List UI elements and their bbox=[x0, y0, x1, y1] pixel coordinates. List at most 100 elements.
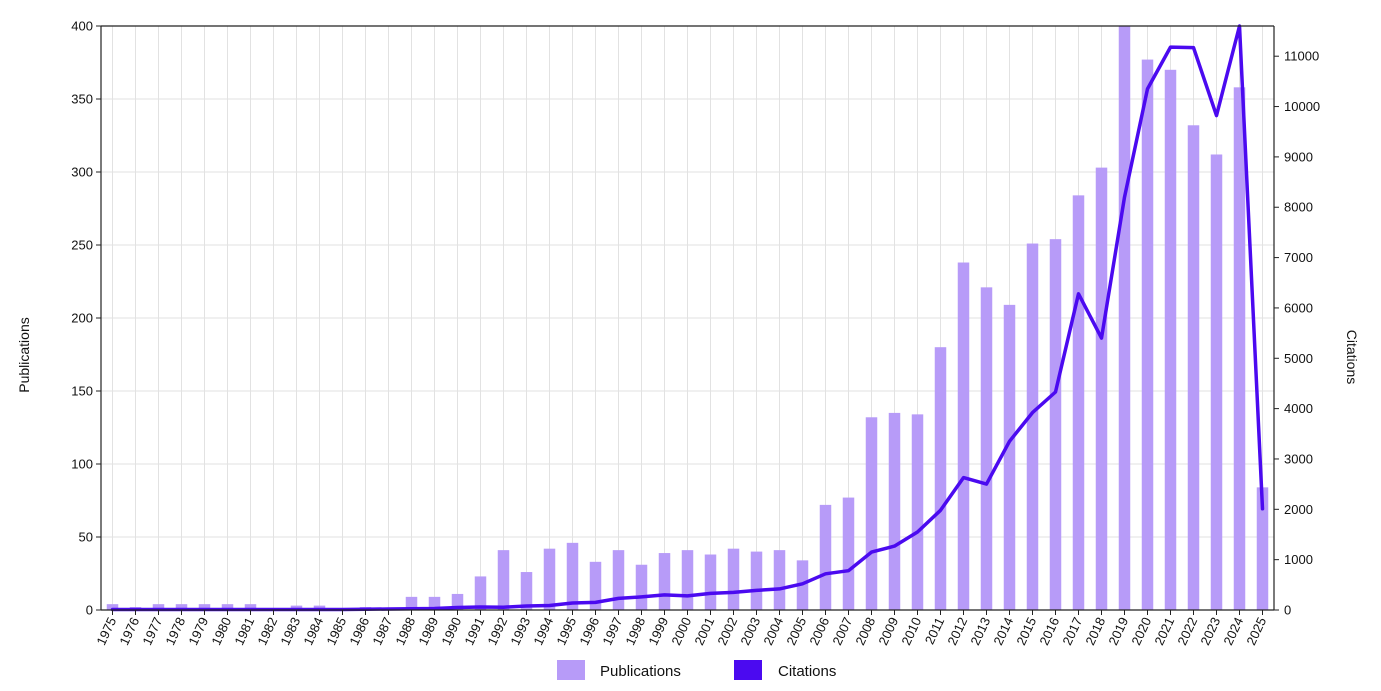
bar-1997 bbox=[612, 550, 625, 610]
x-tick-label: 1987 bbox=[369, 615, 395, 648]
y2-tick-label: 9000 bbox=[1284, 149, 1313, 164]
x-tick-label: 1986 bbox=[346, 615, 372, 648]
legend-citations-label: Citations bbox=[778, 663, 836, 680]
y2-tick-label: 3000 bbox=[1284, 451, 1313, 466]
x-tick-label: 1992 bbox=[484, 615, 510, 648]
y-tick-label: 350 bbox=[71, 92, 93, 107]
y2-tick-label: 5000 bbox=[1284, 351, 1313, 366]
bar-2017 bbox=[1072, 195, 1085, 611]
x-tick-label: 1996 bbox=[576, 615, 602, 648]
x-tick-label: 2024 bbox=[1220, 615, 1246, 648]
bar-1995 bbox=[566, 542, 579, 610]
bar-1978 bbox=[175, 604, 188, 610]
x-tick-label: 1984 bbox=[300, 615, 326, 648]
x-tick-label: 1993 bbox=[507, 615, 533, 648]
bar-2020 bbox=[1141, 59, 1154, 610]
x-tick-label: 1998 bbox=[622, 615, 648, 648]
left-axis-ticks: 0 50 100 150 200 250 300 350 400 bbox=[71, 19, 101, 618]
x-tick-label: 2007 bbox=[829, 615, 855, 648]
y-tick-label: 100 bbox=[71, 457, 93, 472]
x-tick-label: 1997 bbox=[599, 615, 625, 648]
bar-2004 bbox=[773, 550, 786, 610]
x-tick-label: 2003 bbox=[737, 615, 763, 648]
x-tick-label: 1994 bbox=[530, 615, 556, 648]
x-tick-label: 1988 bbox=[392, 615, 418, 648]
x-tick-label: 2021 bbox=[1151, 615, 1177, 648]
bar-2006 bbox=[819, 504, 832, 610]
x-tick-label: 1991 bbox=[461, 615, 487, 648]
bar-2019 bbox=[1118, 26, 1131, 610]
bar-1999 bbox=[658, 553, 671, 610]
bar-1994 bbox=[543, 548, 556, 610]
bar-1975 bbox=[106, 604, 119, 610]
y-tick-label: 300 bbox=[71, 165, 93, 180]
bar-2002 bbox=[727, 548, 740, 610]
bar-1979 bbox=[198, 604, 211, 610]
legend-citations-swatch bbox=[734, 660, 762, 680]
x-tick-label: 2025 bbox=[1243, 615, 1269, 648]
x-tick-label: 2010 bbox=[898, 615, 924, 648]
x-tick-label: 2006 bbox=[806, 615, 832, 648]
bar-2013 bbox=[980, 287, 993, 610]
bar-1977 bbox=[152, 604, 165, 610]
y-tick-label: 400 bbox=[71, 19, 93, 34]
x-tick-label: 2020 bbox=[1128, 615, 1154, 648]
bar-2001 bbox=[704, 554, 717, 610]
y2-tick-label: 0 bbox=[1284, 603, 1291, 618]
x-tick-label: 2017 bbox=[1059, 615, 1085, 648]
x-tick-label: 2005 bbox=[783, 615, 809, 648]
x-tick-label: 1976 bbox=[116, 615, 142, 648]
bar-2009 bbox=[888, 412, 901, 610]
bar-1993 bbox=[520, 572, 533, 610]
x-tick-label: 2012 bbox=[944, 615, 970, 648]
x-tick-label: 2001 bbox=[691, 615, 717, 648]
x-tick-label: 2009 bbox=[875, 615, 901, 648]
bar-2021 bbox=[1164, 69, 1177, 611]
bar-1998 bbox=[635, 564, 648, 610]
y2-tick-label: 8000 bbox=[1284, 200, 1313, 215]
bar-1996 bbox=[589, 561, 602, 610]
y2-tick-label: 2000 bbox=[1284, 502, 1313, 517]
bar-1981 bbox=[244, 604, 257, 610]
x-tick-label: 1978 bbox=[162, 615, 188, 648]
x-tick-label: 2000 bbox=[668, 615, 694, 648]
x-tick-label: 2013 bbox=[967, 615, 993, 648]
x-tick-label: 2023 bbox=[1197, 615, 1223, 648]
x-tick-label: 2018 bbox=[1082, 615, 1108, 648]
y2-tick-label: 11000 bbox=[1284, 49, 1319, 64]
x-tick-label: 1985 bbox=[323, 615, 349, 648]
y2-tick-label: 4000 bbox=[1284, 401, 1313, 416]
x-axis-ticks: 1975197619771978197919801981198219831984… bbox=[93, 610, 1269, 647]
x-tick-label: 2004 bbox=[760, 615, 786, 648]
x-tick-label: 1990 bbox=[438, 615, 464, 648]
y-tick-label: 0 bbox=[86, 603, 93, 618]
bar-2011 bbox=[934, 347, 947, 610]
bar-1980 bbox=[221, 604, 234, 610]
bar-2022 bbox=[1187, 125, 1200, 610]
bar-2014 bbox=[1003, 304, 1016, 610]
x-tick-label: 1977 bbox=[139, 615, 165, 648]
x-tick-label: 1995 bbox=[553, 615, 579, 648]
y-tick-label: 150 bbox=[71, 384, 93, 399]
legend-publications-label: Publications bbox=[600, 663, 681, 680]
y-tick-label: 50 bbox=[79, 530, 93, 545]
bar-2024 bbox=[1233, 87, 1246, 610]
bar-2023 bbox=[1210, 154, 1223, 611]
y2-tick-label: 10000 bbox=[1284, 99, 1320, 114]
bar-2003 bbox=[750, 551, 763, 610]
bar-2018 bbox=[1095, 167, 1108, 610]
bar-2007 bbox=[842, 497, 855, 610]
y-axis-title: Publications bbox=[16, 317, 32, 393]
x-tick-label: 2008 bbox=[852, 615, 878, 648]
bar-1992 bbox=[497, 550, 510, 610]
bar-1988 bbox=[405, 596, 418, 610]
x-tick-label: 1975 bbox=[93, 615, 119, 648]
bar-2008 bbox=[865, 417, 878, 610]
x-tick-label: 1981 bbox=[231, 615, 257, 648]
y2-tick-label: 7000 bbox=[1284, 250, 1313, 265]
bar-2025 bbox=[1256, 487, 1269, 610]
y2-tick-label: 1000 bbox=[1284, 552, 1313, 567]
x-tick-label: 2014 bbox=[990, 615, 1016, 648]
bar-1991 bbox=[474, 576, 487, 610]
